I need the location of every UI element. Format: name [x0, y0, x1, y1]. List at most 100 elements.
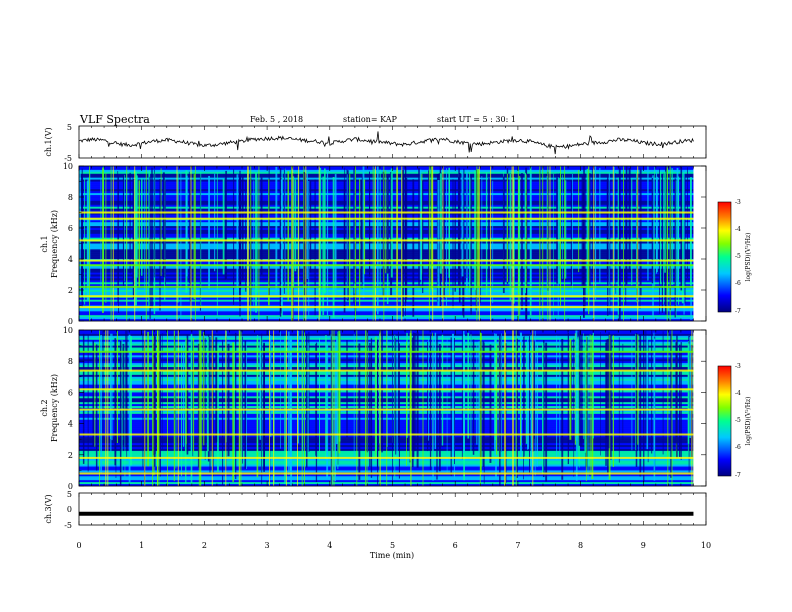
start-time-label: start UT = 5 : 30: 1: [437, 115, 516, 124]
spectrogram-streak: [413, 332, 415, 459]
spectrogram-streak: [578, 170, 580, 273]
spectrogram-streak: [414, 333, 416, 452]
spectrogram-streak: [607, 174, 609, 316]
spectrogram-streak: [545, 342, 548, 482]
spectrogram-row: [79, 179, 694, 182]
spectrogram-streak: [678, 177, 679, 279]
spectrogram-row: [79, 303, 694, 306]
spectrogram-streak: [583, 333, 584, 440]
spectrogram-streak: [591, 168, 593, 274]
spectrogram-streak: [461, 330, 463, 460]
spectrogram-streak: [631, 177, 633, 286]
spectrogram-streak: [663, 174, 664, 305]
spectrogram-streak: [346, 174, 348, 299]
spectrogram-streak: [370, 338, 373, 478]
spectrogram-streak: [448, 167, 450, 278]
spectrogram-streak: [573, 338, 575, 477]
spectrogram-burst: [292, 166, 294, 321]
spectrogram-streak: [84, 178, 86, 305]
spectrogram-row: [79, 266, 694, 269]
spectrogram-streak: [613, 166, 615, 283]
spectrogram-row: [79, 226, 694, 229]
spectrogram-burst: [112, 166, 114, 321]
ch1-colorbar-label: log(PSD)(V²/Hz): [745, 233, 752, 282]
spectrogram-row: [79, 309, 694, 312]
spectrogram-streak: [434, 332, 437, 450]
spectrogram-streak: [287, 171, 289, 302]
spectrogram-burst: [432, 166, 434, 321]
spectrogram-streak: [690, 177, 692, 285]
spectrogram-streak: [268, 167, 270, 296]
spectrogram-burst: [145, 166, 147, 321]
spectrogram-no-data: [693, 330, 706, 486]
spectrogram-streak: [681, 173, 684, 304]
x-tick-label: 3: [265, 541, 270, 550]
spectrogram-streak: [556, 335, 558, 460]
spectrogram-row: [79, 228, 694, 231]
ch1-spectrogram-ylabel-channel: ch.1: [40, 235, 49, 252]
spectrogram-streak: [185, 340, 187, 484]
spectrogram-streak: [124, 345, 126, 477]
spectrogram-streak: [87, 334, 89, 472]
spectrogram-row: [79, 268, 694, 271]
spectrogram-row: [79, 177, 694, 180]
spectrogram-streak: [257, 179, 258, 293]
spectrogram-row: [79, 315, 694, 318]
spectrogram-row: [79, 214, 694, 217]
spectrogram-burst: [504, 330, 506, 486]
spectrogram-streak: [609, 180, 611, 315]
spectrogram-streak: [482, 341, 485, 467]
spectrogram-row: [79, 183, 694, 186]
spectrogram-burst: [691, 330, 693, 486]
spectrogram-line-band: [79, 264, 694, 267]
spectrogram-burst: [190, 166, 192, 321]
spectrogram-burst: [549, 166, 551, 321]
ch1-ytick-bottom: -5: [64, 154, 72, 163]
spectrogram-streak: [235, 332, 237, 479]
spectrogram-streak: [481, 176, 483, 288]
spectrogram-streak: [636, 176, 638, 302]
spectrogram-streak: [687, 343, 690, 444]
spectrogram-streak: [518, 178, 520, 294]
spectrogram-streak: [422, 180, 424, 294]
spectrogram-row: [79, 198, 694, 202]
spectrogram-row: [79, 251, 694, 254]
spectrogram-streak: [361, 176, 364, 289]
ch1-colorbar-gradient: [717, 201, 732, 313]
spectrogram-burst: [442, 166, 444, 321]
spectrogram-streak: [470, 175, 472, 315]
date-label: Feb. 5 , 2018: [250, 115, 303, 124]
spectrogram-streak: [363, 179, 366, 275]
spectrogram-line-band: [79, 306, 694, 309]
spectrogram-streak: [625, 180, 627, 305]
spectrogram-streak: [411, 337, 414, 468]
spectrogram-streak: [474, 170, 476, 290]
spectrogram-streak: [233, 169, 235, 305]
spectrogram-burst: [396, 166, 398, 321]
spectrogram-streak: [241, 336, 243, 464]
spectrogram-row: [79, 197, 694, 200]
spectrogram-streak: [428, 170, 430, 278]
spectrogram-streak: [530, 334, 532, 449]
spectrogram-streak: [530, 344, 533, 471]
spectrogram-streak: [674, 178, 676, 318]
spectrogram-burst: [304, 330, 305, 486]
spectrogram-streak: [337, 331, 339, 470]
spectrogram-streak: [124, 174, 125, 282]
spectrogram-burst: [225, 330, 227, 486]
spectrogram-streak: [186, 175, 188, 277]
spectrogram-streak: [263, 344, 265, 472]
spectrogram-no-data: [693, 166, 706, 321]
spectrogram-streak: [217, 343, 219, 472]
time-axis: 0 1 2 3 4 5 6 7 8 9 10: [76, 541, 711, 550]
spectrogram-streak: [224, 177, 226, 280]
spectrogram-streak: [600, 332, 601, 456]
x-tick-label: 7: [515, 541, 520, 550]
spectrogram-streak: [175, 342, 177, 469]
spectrogram-row: [79, 229, 694, 233]
x-tick-label: 1: [139, 541, 144, 550]
spectrogram-line-band: [79, 472, 694, 475]
spectrogram-streak: [334, 174, 337, 297]
spectrogram-streak: [309, 180, 312, 273]
spectrogram-burst: [422, 330, 424, 486]
